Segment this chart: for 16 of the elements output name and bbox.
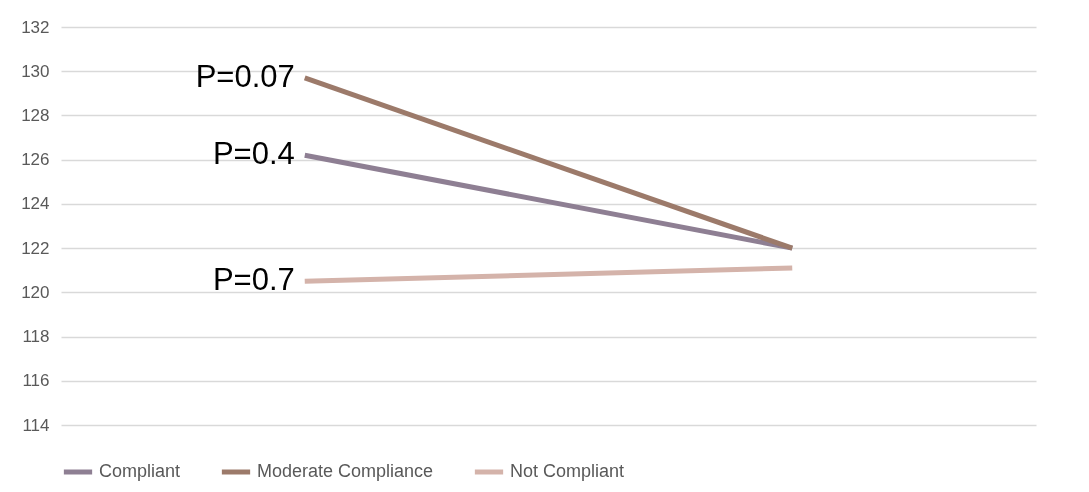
y-tick-label: 132 [21, 17, 50, 37]
y-tick-label: 124 [21, 194, 50, 214]
annotation: P=0.4 [212, 136, 295, 172]
y-tick-label: 122 [21, 238, 50, 258]
y-tick-label: 118 [22, 327, 50, 347]
legend-label: Moderate Compliance [257, 461, 434, 481]
y-tick-label: 114 [22, 415, 50, 435]
annotation: P=0.07 [195, 58, 295, 94]
y-tick-label: 120 [21, 282, 50, 302]
legend-label: Compliant [99, 461, 181, 481]
y-tick-label: 130 [21, 61, 50, 81]
y-tick-label: 128 [21, 105, 50, 125]
y-tick-label: 126 [21, 150, 50, 170]
y-tick-label: 116 [22, 371, 50, 391]
legend-label: Not Compliant [510, 461, 625, 481]
annotation: P=0.7 [212, 262, 295, 298]
